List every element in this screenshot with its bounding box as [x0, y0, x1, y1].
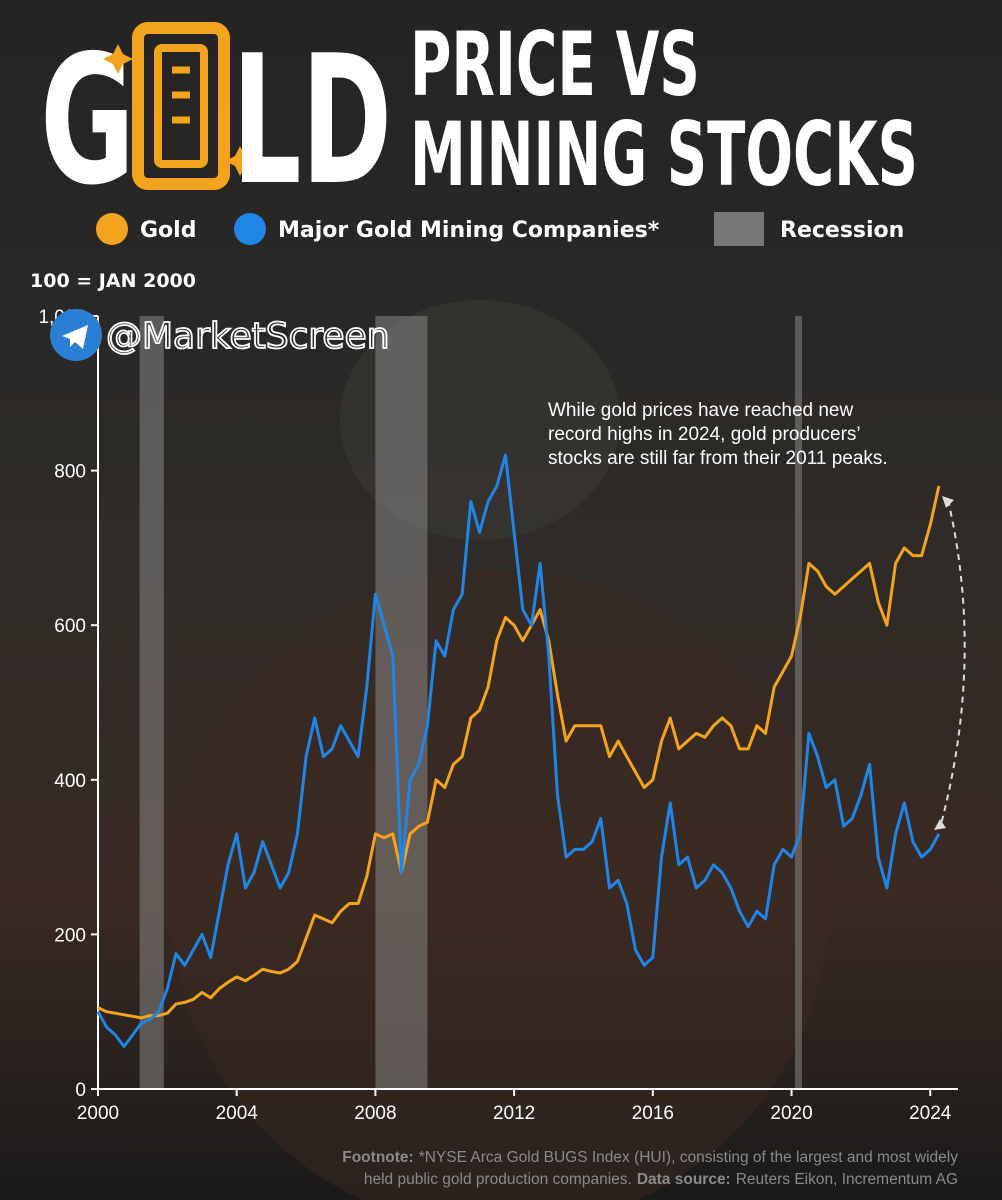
y-axis-label: 100 = JAN 2000	[30, 270, 196, 292]
annotation-text: record highs in 2024, gold producers’	[548, 424, 861, 445]
recession-band	[139, 316, 164, 1089]
footnote-text: held public gold production companies.	[364, 1171, 632, 1188]
recession-band	[795, 316, 802, 1089]
annotation-text: While gold prices have reached new	[548, 400, 854, 421]
legend-marker	[96, 213, 128, 245]
x-tick-label: 2012	[493, 1103, 535, 1124]
legend: Gold Major Gold Mining Companies* Recess…	[96, 212, 904, 246]
footnote: Footnote: *NYSE Arca Gold BUGS Index (HUI…	[342, 1149, 958, 1166]
y-tick-label: 200	[54, 925, 86, 946]
series-line	[96, 453, 941, 1048]
plot-area: 02004006008001,0002000200420082012201620…	[38, 307, 958, 1124]
x-tick-label: 2000	[77, 1103, 119, 1124]
source-text: Reuters Eikon, Incrementum AG	[736, 1171, 958, 1188]
footnote-text: *NYSE Arca Gold BUGS Index (HUI), consis…	[419, 1149, 959, 1166]
legend-label: Major Gold Mining Companies*	[278, 218, 660, 243]
watermark-text: @MarketScreen	[106, 316, 390, 357]
gold-bar-icon	[103, 22, 255, 190]
series-line	[97, 485, 941, 1020]
x-tick-label: 2020	[770, 1103, 812, 1124]
x-tick-label: 2008	[354, 1103, 396, 1124]
legend-marker	[234, 213, 266, 245]
title-part: LD	[232, 17, 392, 224]
watermark: @MarketScreen	[50, 309, 390, 361]
chart-title: PRICE VS	[410, 13, 700, 116]
background-silhouette	[340, 300, 620, 540]
background-silhouette	[170, 570, 830, 1200]
annotation-text: stocks are still far from their 2011 pea…	[548, 448, 888, 469]
x-tick-label: 2004	[216, 1103, 259, 1124]
legend-label: Recession	[780, 218, 904, 243]
legend-label: Gold	[140, 218, 196, 243]
y-tick-label: 600	[54, 616, 86, 637]
chart-title: MINING STOCKS	[410, 103, 918, 206]
x-tick-label: 2016	[632, 1103, 674, 1124]
footnote: held public gold production companies. Da…	[364, 1171, 958, 1188]
x-tick-label: 2024	[909, 1103, 952, 1124]
title-part: G	[40, 17, 135, 224]
y-tick-label: 400	[54, 771, 86, 792]
legend-marker	[714, 212, 764, 246]
annotation: While gold prices have reached new recor…	[548, 400, 966, 830]
footnote-label: Footnote:	[342, 1149, 413, 1166]
annotation-arrow	[939, 499, 966, 829]
y-tick-label: 0	[75, 1080, 86, 1101]
source-label: Data source:	[637, 1171, 731, 1188]
recession-band	[375, 316, 428, 1089]
y-tick-label: 800	[54, 462, 86, 483]
